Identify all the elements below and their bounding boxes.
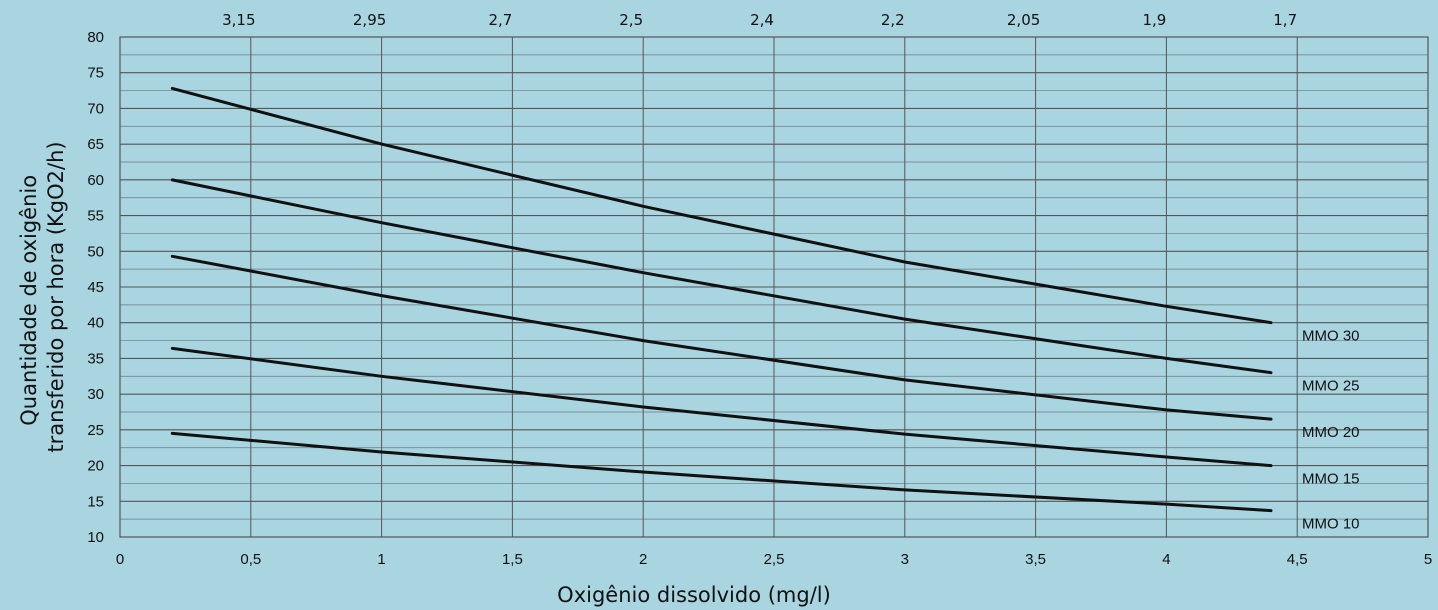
y-tick-label: 65 (87, 136, 104, 153)
y-tick-label: 30 (87, 386, 104, 403)
y-tick-label: 10 (87, 529, 104, 546)
x-tick-label: 5 (1424, 551, 1432, 568)
top-tick-label: 2,5 (619, 11, 643, 29)
top-tick-label: 2,2 (881, 11, 905, 29)
y-tick-label: 75 (87, 65, 104, 82)
x-tick-label: 1 (377, 551, 385, 568)
x-tick-label: 0 (116, 551, 124, 568)
series-line (170, 86, 1273, 325)
top-tick-label: 1,7 (1273, 11, 1297, 29)
y-tick-label: 25 (87, 422, 104, 439)
x-axis-title: Oxigênio dissolvido (mg/l) (557, 583, 831, 607)
series-label: MMO 15 (1302, 471, 1360, 488)
grid (119, 36, 1429, 538)
series-line (170, 346, 1273, 468)
series-labels: MMO 30 MMO 25 MMO 20 MMO 15 MMO 10 (1302, 328, 1360, 533)
y-tick-label: 60 (87, 172, 104, 189)
top-tick-label: 2,95 (353, 11, 386, 29)
x-tick-label: 2 (639, 551, 647, 568)
series-label: MMO 10 (1302, 516, 1360, 533)
y-tick-label: 50 (87, 243, 104, 260)
series-line (170, 254, 1273, 421)
y-tick-label: 35 (87, 350, 104, 367)
x-tick-label: 1,5 (502, 551, 523, 568)
y-tick-label: 15 (87, 493, 104, 510)
y-tick-label: 45 (87, 279, 104, 296)
y-tick-label: 55 (87, 208, 104, 225)
x-tick-label: 2,5 (764, 551, 785, 568)
top-axis: 3,15 2,95 2,7 2,5 2,4 2,2 2,05 1,9 1,7 (222, 11, 1297, 29)
y-axis-title: Quantidade de oxigênio transferido por h… (17, 141, 68, 452)
y-axis-title-line-2: transferido por hora (KgO2/h) (44, 141, 68, 452)
series-line (170, 431, 1273, 513)
x-tick-label: 3 (901, 551, 909, 568)
top-tick-label: 1,9 (1142, 11, 1166, 29)
y-axis-title-line-1: Quantidade de oxigênio (17, 175, 41, 426)
y-axis: 10 15 20 25 30 35 40 45 50 55 60 65 70 75 80 (87, 29, 104, 546)
series-label: MMO 30 (1302, 328, 1360, 345)
top-tick-label: 3,15 (222, 11, 255, 29)
x-axis: 0 0,5 1 1,5 2 2,5 3 3,5 4 4,5 5 (116, 551, 1432, 568)
y-tick-label: 70 (87, 100, 104, 117)
x-tick-label: 4 (1162, 551, 1170, 568)
x-tick-label: 4,5 (1287, 551, 1308, 568)
top-tick-label: 2,05 (1007, 11, 1040, 29)
x-tick-label: 0,5 (240, 551, 261, 568)
series-label: MMO 25 (1302, 378, 1360, 395)
y-tick-label: 40 (87, 315, 104, 332)
top-tick-label: 2,7 (488, 11, 512, 29)
series-label: MMO 20 (1302, 424, 1360, 441)
y-tick-label: 80 (87, 29, 104, 46)
series-lines (170, 86, 1273, 513)
x-tick-label: 3,5 (1025, 551, 1046, 568)
series-line (170, 178, 1273, 375)
y-tick-label: 20 (87, 458, 104, 475)
top-tick-label: 2,4 (750, 11, 774, 29)
